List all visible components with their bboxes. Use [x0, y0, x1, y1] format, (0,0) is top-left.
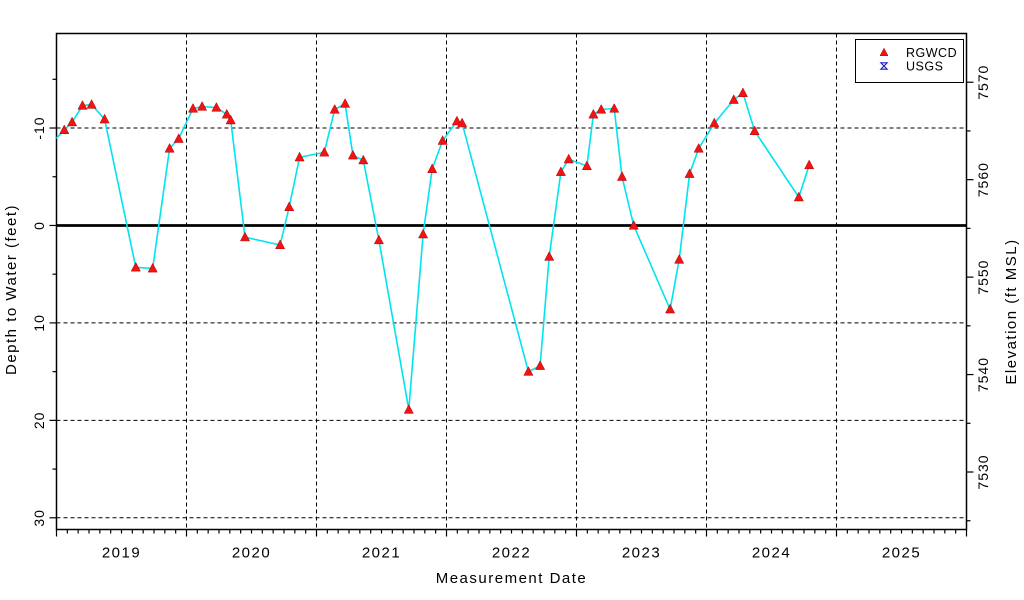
rgwcd-point-marker [523, 366, 534, 376]
rgwcd-point-marker [173, 133, 184, 143]
y-right-tick-label: 7570 [975, 65, 991, 100]
rgwcd-point-marker [793, 191, 804, 202]
rgwcd-point-marker [347, 149, 358, 160]
rgwcd-point-marker [329, 104, 340, 114]
rgwcd-point-marker [588, 108, 599, 119]
y-right-tick-label: 7530 [975, 454, 991, 489]
legend-box [855, 39, 964, 83]
x-tick-label-year: 2025 [882, 545, 921, 562]
rgwcd-point-marker [77, 100, 88, 110]
rgwcd-point-marker [581, 160, 592, 171]
rgwcd-point-marker [319, 146, 330, 157]
rgwcd-point-marker [596, 104, 607, 114]
rgwcd-point-marker [665, 303, 676, 314]
rgwcd-point-marker [555, 166, 566, 176]
rgwcd-point-marker [804, 159, 815, 170]
x-tick-label-year: 2024 [752, 545, 791, 562]
x-tick-label-year: 2019 [102, 545, 141, 562]
x-tick-label-year: 2023 [622, 545, 661, 562]
rgwcd-point-marker [284, 201, 295, 211]
y-left-tick-label: 20 [31, 412, 47, 430]
rgwcd-point-marker [674, 254, 685, 264]
rgwcd-point-marker [728, 94, 739, 104]
y-left-tick-label: 30 [31, 509, 47, 527]
y-left-tick-label: 0 [31, 221, 47, 230]
rgwcd-point-marker [737, 87, 748, 97]
legend-usgs-hourglass-icon [879, 62, 889, 70]
rgwcd-point-marker [749, 125, 760, 135]
x-tick-label-year: 2022 [492, 545, 531, 562]
rgwcd-point-marker [164, 142, 175, 153]
legend-label-rgwcd: RGWCD [906, 46, 957, 60]
rgwcd-point-marker [544, 251, 555, 261]
rgwcd-point-marker [709, 117, 720, 128]
y-right-tick-label: 7540 [975, 357, 991, 392]
y-left-tick-label: -10 [31, 116, 47, 139]
rgwcd-point-marker [418, 228, 429, 239]
x-tick-label-year: 2021 [362, 545, 401, 562]
rgwcd-series-line [55, 92, 811, 411]
rgwcd-point-marker [427, 163, 438, 173]
rgwcd-point-marker [197, 101, 208, 111]
rgwcd-point-marker [67, 116, 78, 127]
x-axis-title: Measurement Date [436, 570, 588, 587]
rgwcd-point-marker [59, 124, 70, 134]
y-left-axis-title: Depth to Water (feet) [3, 204, 20, 375]
rgwcd-point-marker [340, 98, 351, 108]
rgwcd-point-marker [239, 231, 251, 242]
rgwcd-point-marker [437, 135, 448, 145]
rgwcd-point-marker [294, 151, 305, 162]
y-right-tick-label: 7560 [975, 162, 991, 197]
rgwcd-point-marker [457, 117, 468, 128]
rgwcd-point-marker [628, 219, 639, 230]
legend-label-usgs: USGS [906, 60, 943, 74]
y-right-tick-label: 7550 [975, 260, 991, 295]
rgwcd-point-marker [225, 114, 236, 125]
rgwcd-point-marker [99, 113, 110, 124]
rgwcd-point-marker [563, 153, 574, 164]
rgwcd-point-marker [535, 360, 546, 370]
rgwcd-point-marker [86, 99, 97, 109]
rgwcd-point-marker [403, 404, 414, 414]
rgwcd-point-marker [616, 171, 628, 181]
y-right-axis-title: Elevation (ft MSL) [1003, 238, 1020, 384]
legend-rgwcd-triangle-icon [879, 47, 889, 57]
rgwcd-point-marker [451, 115, 462, 126]
y-left-tick-label: 10 [31, 314, 47, 332]
rgwcd-point-marker [275, 239, 286, 249]
rgwcd-point-marker [147, 262, 158, 273]
rgwcd-point-marker [693, 142, 704, 153]
rgwcd-point-marker [130, 261, 141, 272]
rgwcd-point-marker [211, 102, 222, 112]
rgwcd-point-marker [684, 168, 695, 178]
rgwcd-point-marker [373, 234, 384, 245]
x-tick-label-year: 2020 [232, 545, 271, 562]
rgwcd-point-marker [358, 154, 369, 165]
rgwcd-point-marker [187, 103, 199, 113]
rgwcd-point-marker [609, 103, 620, 113]
rgwcd-point-marker [221, 108, 232, 119]
